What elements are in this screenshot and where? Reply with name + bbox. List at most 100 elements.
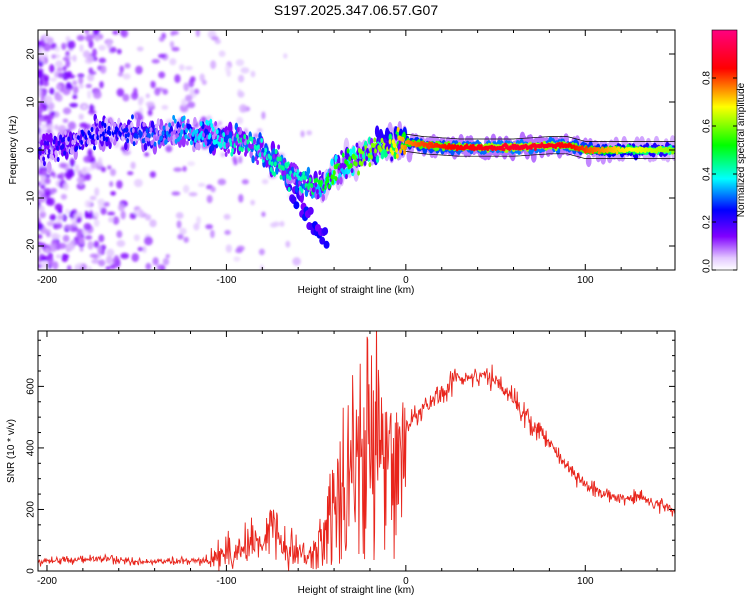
heat-speckle-cell [92,30,100,36]
heat-speckle-cell [185,94,193,102]
heat-ridge-cell [57,140,61,146]
heat-speckle-cell [165,145,173,153]
heat-speckle-cell [283,53,288,59]
heat-ridge-cell [210,122,214,129]
heat-speckle-cell [50,77,57,82]
heat-speckle-cell [89,70,97,75]
heat-speckle-cell [105,266,111,270]
snr-panel: -200 -100 0 100 0 200 400 600 Height of straig… [6,330,676,596]
heat-ridge-cell [80,139,84,145]
heat-speckle-cell [55,60,63,68]
heat-speckle-cell [56,67,64,72]
heat-speckle-cell [76,182,86,190]
heat-speckle-cell [217,120,223,126]
spectrogram-y-ticks: -20 -10 0 10 20 [26,48,675,253]
heat-speckle-cell [161,105,169,110]
x-tick-label: -200 [37,275,57,286]
heat-speckle-cell [250,70,256,78]
heat-speckle-cell [117,72,124,77]
heat-ridge-cell [87,130,91,136]
colorbar-tick-label: 0.0 [702,259,713,273]
heat-ridge-cell [124,133,128,139]
heat-ridge-cell [215,129,219,135]
heat-speckle-cell [46,124,54,131]
heat-ridge-cell [260,137,264,144]
heat-speckle-cell [60,193,67,200]
heat-speckle-cell [66,168,75,178]
heat-speckle-cell [217,178,227,186]
heat-ridge-cell [126,138,130,144]
heat-ridge-cell [193,116,197,125]
heat-speckle-cell [48,102,55,110]
heat-ridge-cell [349,162,353,169]
heat-speckle-cell [42,74,50,82]
heat-ridge-cell [56,156,60,163]
heat-ridge-cell [219,142,223,148]
heat-speckle-cell [119,66,125,72]
heat-speckle-cell [261,111,266,120]
heat-ridge-cell [315,188,319,195]
heat-speckle-cell [79,122,88,129]
heat-speckle-cell [162,88,169,95]
heat-speckle-cell [54,124,59,131]
heat-speckle-cell [201,79,207,86]
heat-speckle-cell [38,222,44,231]
heat-speckle-cell [109,168,117,177]
heat-speckle-cell [97,245,103,255]
heat-ridge-cell [585,154,592,168]
heat-speckle-cell [84,173,92,181]
heat-speckle-cell [211,36,219,41]
heat-ridge-cell [180,129,184,135]
heat-ridge-cell [331,179,335,185]
heat-speckle-cell [258,248,265,256]
heat-speckle-cell [94,187,100,197]
heat-speckle-cell [154,87,161,96]
heat-ridge-cell [100,136,104,142]
heat-speckle-cell [44,114,49,120]
heat-ridge-cell [282,158,286,164]
heat-speckle-cell [44,177,51,185]
heat-speckle-cell [72,220,78,227]
y-tick-label: 400 [26,439,37,456]
heat-speckle-cell [279,221,285,227]
heat-ridge-cell [238,146,242,152]
snr-x-ticks: -200 -100 0 100 [37,331,658,587]
heat-speckle-cell [67,121,77,130]
heat-ridge-cell [85,128,88,134]
heat-speckle-cell [76,176,84,184]
heat-speckle-cell [98,234,105,243]
heat-ridge-cell [173,129,176,135]
heat-ridge-cell [278,156,282,162]
colorbar-ticks: 0.0 0.2 0.4 0.6 0.8 [702,71,737,273]
heat-ridge-cell [307,182,311,188]
heat-speckle-cell [130,91,139,100]
heat-ridge-cell [102,135,106,142]
heat-ridge-cell [393,142,397,148]
heat-speckle-cell [47,112,55,120]
heat-ridge-cell [240,146,244,153]
heat-speckle-cell [306,130,312,136]
heat-ridge-cell [401,136,405,142]
heat-speckle-cell [91,259,100,264]
heat-speckle-cell [97,198,105,206]
heat-ridge-cell [256,137,260,146]
heat-speckle-cell [144,152,150,157]
heat-ridge-cell [77,130,81,136]
heat-ridge-cell [319,179,323,186]
heat-ridge-cell [165,124,170,133]
heat-ridge-cell [38,143,41,149]
heat-ridge-cell [189,140,193,146]
heat-ridge-cell [160,135,163,141]
heat-speckle-cell [206,195,213,204]
heat-ridge-cell [391,150,394,156]
heat-speckle-cell [46,220,55,227]
heat-ridge-cell [135,113,138,120]
heat-speckle-cell [88,109,97,115]
heat-ridge-cell [122,128,126,134]
heat-speckle-cell [118,203,125,212]
heat-speckle-cell [112,30,119,35]
heat-ridge-cell [194,137,197,143]
snr-x-label: Height of straight line (km) [298,585,415,596]
heat-ridge-cell [301,174,305,181]
heat-ridge-cell [360,161,364,167]
